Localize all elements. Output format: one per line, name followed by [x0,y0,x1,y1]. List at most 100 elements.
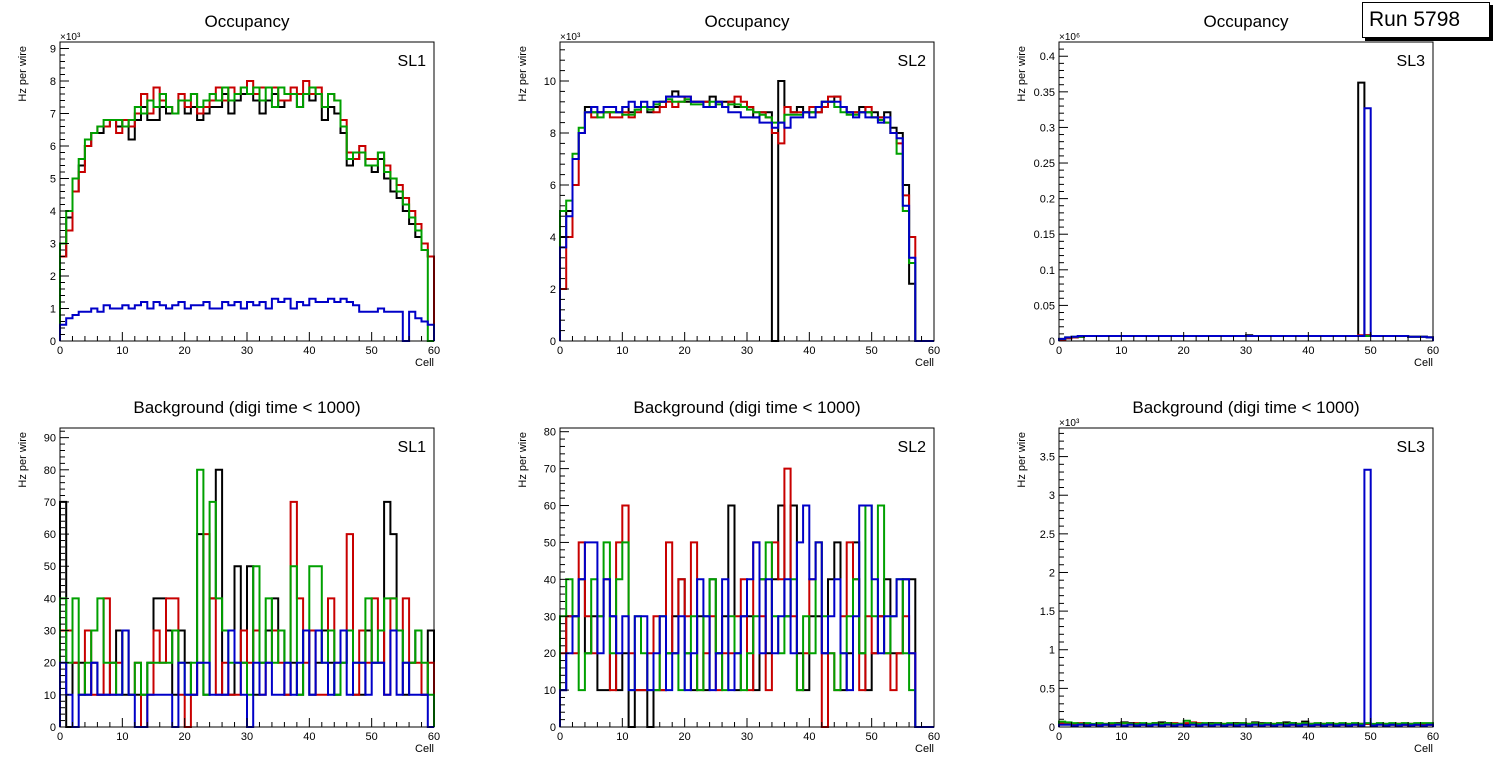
x-tick-label: 0 [557,345,563,357]
histogram-panel-5: Background (digi time < 1000) 0 10 20 30 40 50… [517,398,940,755]
superlayer-label: SL3 [1397,53,1426,70]
y-tick-label: 1.5 [1040,606,1055,618]
y-tick-label: 70 [544,464,556,476]
y-tick-label: 6 [50,141,56,153]
x-tick-label: 60 [428,731,440,743]
y-tick-label: 60 [44,529,56,541]
y-axis-label: Hz per wire [517,46,529,102]
x-tick-label: 30 [741,731,753,743]
x-tick-label: 10 [1115,731,1127,743]
chart-title: Occupancy [204,12,290,31]
x-tick-label: 60 [928,345,940,357]
series-blue-line [559,504,934,728]
x-tick-label: 30 [241,345,253,357]
x-tick-label: 40 [303,345,315,357]
y-tick-label: 0.2 [1040,194,1055,206]
x-tick-label: 60 [428,345,440,357]
series-blue-line [59,629,434,728]
x-tick-label: 30 [1240,731,1252,743]
y-tick-label: 2 [550,284,556,296]
x-tick-label: 10 [116,731,128,743]
superlayer-label: SL2 [898,439,927,456]
series-red-line [559,95,934,342]
y-tick-label: 20 [544,648,556,660]
series-green-line [559,504,934,728]
series-green-line [59,86,434,342]
x-tick-label: 50 [866,345,878,357]
y-tick-label: 0.5 [1040,683,1055,695]
y-axis-exponent: ×10³ [560,32,581,43]
x-tick-label: 10 [116,345,128,357]
histogram-panel-2: Occupancy 0 10 20 30 40 50 60 0 2 4 6 8 10 ×10³ Cell Hz … [517,12,940,369]
x-axis-label: Cell [915,743,934,755]
y-axis-exponent: ×10³ [1059,418,1080,429]
histogram-panel-3: Occupancy 0 10 20 30 40 50 60 0 0.05 0.1 0.15 0.2 0.2… [1016,12,1439,369]
y-tick-label: 9 [50,44,56,56]
x-tick-label: 20 [179,731,191,743]
y-tick-label: 10 [544,76,556,88]
x-tick-label: 10 [616,345,628,357]
x-tick-label: 40 [1302,731,1314,743]
x-axis-label: Cell [415,357,434,369]
series-blue-line [1058,468,1434,727]
y-tick-label: 50 [44,561,56,573]
y-tick-label: 0 [1049,336,1055,348]
superlayer-label: SL1 [398,53,427,70]
x-axis-label: Cell [1414,743,1433,755]
series-blue-line [559,95,934,342]
y-tick-label: 0 [1049,722,1055,734]
y-tick-label: 0.4 [1040,51,1055,63]
y-tick-label: 4 [550,232,556,244]
x-tick-label: 0 [557,731,563,743]
x-tick-label: 50 [866,731,878,743]
y-axis-label: Hz per wire [1016,46,1028,102]
y-tick-label: 0.05 [1034,300,1055,312]
y-tick-label: 3 [50,239,56,251]
y-tick-label: 0.15 [1034,229,1055,241]
x-tick-label: 30 [241,731,253,743]
plot-frame [1058,41,1434,342]
x-tick-label: 10 [616,731,628,743]
y-tick-label: 80 [544,427,556,439]
y-tick-label: 50 [544,537,556,549]
y-tick-label: 7 [50,109,56,121]
y-tick-label: 2.5 [1040,529,1055,541]
y-tick-label: 1 [1049,645,1055,657]
y-tick-label: 2 [1049,567,1055,579]
x-axis-label: Cell [415,743,434,755]
x-tick-label: 40 [803,731,815,743]
superlayer-label: SL3 [1397,439,1426,456]
y-tick-label: 5 [50,174,56,186]
chart-title: Background (digi time < 1000) [633,398,860,417]
y-axis-label: Hz per wire [1016,432,1028,488]
x-tick-label: 20 [179,345,191,357]
x-tick-label: 30 [1240,345,1252,357]
x-tick-label: 10 [1115,345,1127,357]
x-tick-label: 60 [1427,731,1439,743]
y-tick-label: 10 [44,690,56,702]
y-axis-exponent: ×10⁶ [1059,32,1080,43]
x-axis-label: Cell [1414,357,1433,369]
x-tick-label: 50 [366,345,378,357]
x-tick-label: 40 [803,345,815,357]
y-tick-label: 30 [44,626,56,638]
histogram-panel-6: Background (digi time < 1000)0 10 20 30 40 50… [1016,398,1439,755]
chart-title: Occupancy [704,12,790,31]
run-label: Run 5798 [1362,2,1490,38]
histogram-panel-1: Occupancy 0 10 20 30 40 50 60 0 1 2 3 4 5 6 7 8 9 ×10³ Cell… [17,12,440,369]
y-tick-label: 0.1 [1040,265,1055,277]
y-tick-label: 4 [50,206,56,218]
y-tick-label: 8 [550,128,556,140]
plot-frame [1058,427,1434,728]
chart-title: Background (digi time < 1000) [1132,398,1359,417]
y-tick-label: 8 [50,76,56,88]
x-tick-label: 50 [1365,345,1377,357]
series-blue-line [1058,107,1434,341]
y-tick-label: 0 [50,336,56,348]
y-tick-label: 20 [44,658,56,670]
y-tick-label: 1 [50,304,56,316]
x-tick-label: 20 [679,731,691,743]
chart-title: Occupancy [1203,12,1289,31]
y-tick-label: 80 [44,465,56,477]
